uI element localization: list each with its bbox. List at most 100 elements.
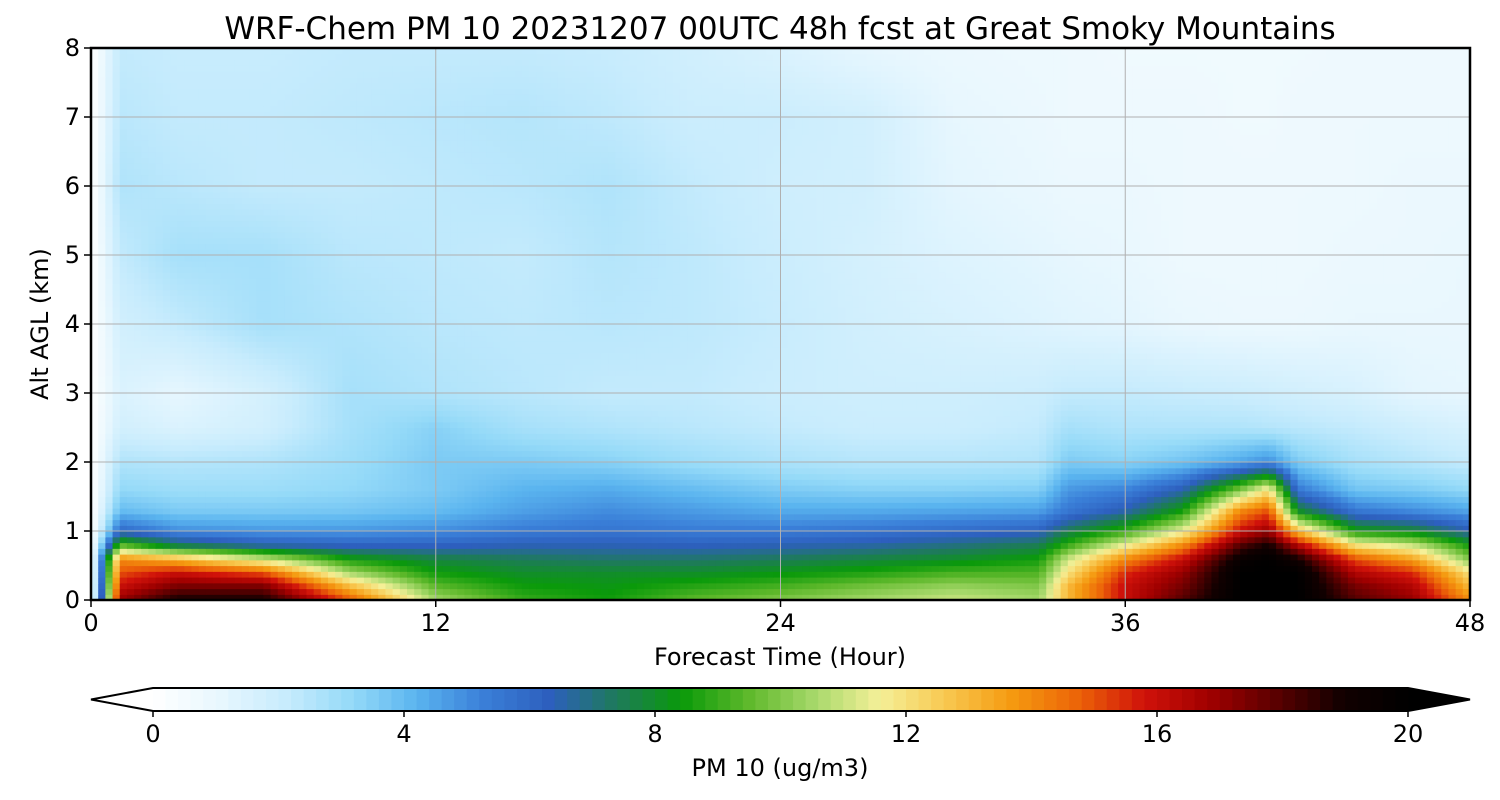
heatmap-cell: [148, 594, 157, 600]
heatmap-cell: [471, 456, 480, 463]
heatmap-cell: [105, 588, 114, 595]
heatmap-cell: [220, 525, 229, 532]
heatmap-cell: [1110, 531, 1119, 538]
heatmap-cell: [665, 490, 674, 498]
heatmap-cell: [1082, 531, 1090, 538]
heatmap-cell: [198, 479, 207, 486]
heatmap-cell: [593, 536, 602, 544]
heatmap-cell: [1441, 450, 1450, 457]
heatmap-cell: [780, 548, 789, 555]
heatmap-cell: [1362, 565, 1371, 572]
heatmap-cell: [1340, 479, 1349, 486]
heatmap-cell: [191, 588, 200, 595]
heatmap-cell: [392, 508, 401, 515]
heatmap-cell: [1139, 473, 1148, 480]
heatmap-cell: [550, 594, 559, 600]
heatmap-cell: [1168, 502, 1177, 509]
heatmap-cell: [952, 502, 961, 509]
heatmap-cell: [672, 496, 681, 503]
heatmap-cell: [342, 479, 351, 486]
heatmap-cell: [213, 548, 221, 555]
heatmap-cell: [859, 577, 868, 584]
heatmap-cell: [665, 473, 674, 480]
heatmap-cell: [1441, 582, 1450, 590]
heatmap-cell: [1103, 513, 1112, 521]
heatmap-cell: [335, 577, 343, 584]
heatmap-cell: [1067, 485, 1076, 492]
heatmap-cell: [205, 502, 214, 509]
heatmap-cell: [1240, 456, 1248, 463]
heatmap-cell: [521, 565, 530, 572]
heatmap-cell: [938, 582, 947, 590]
heatmap-cell: [701, 577, 710, 584]
heatmap-cell: [644, 485, 652, 492]
heatmap-cell: [507, 571, 516, 578]
heatmap-cell: [565, 582, 573, 590]
heatmap-cell: [1110, 473, 1119, 480]
heatmap-cell: [608, 548, 616, 555]
heatmap-cell: [205, 594, 214, 600]
heatmap-cell: [241, 450, 250, 457]
heatmap-cell: [701, 565, 710, 572]
heatmap-cell: [421, 594, 430, 600]
heatmap-cell: [708, 594, 717, 600]
heatmap-cell: [1096, 582, 1105, 590]
heatmap-cell: [622, 565, 631, 572]
heatmap-cell: [1232, 519, 1241, 526]
heatmap-cell: [550, 559, 559, 567]
heatmap-cell: [320, 479, 329, 486]
heatmap-cell: [1024, 588, 1033, 595]
heatmap-cell: [1441, 559, 1450, 567]
heatmap-cell: [1441, 485, 1450, 492]
heatmap-cell: [1189, 502, 1198, 509]
heatmap-cell: [1426, 519, 1435, 526]
heatmap-cell: [1153, 519, 1162, 526]
heatmap-cell: [600, 519, 609, 526]
heatmap-cell: [112, 577, 121, 584]
heatmap-cell: [486, 462, 494, 469]
heatmap-cell: [270, 479, 279, 486]
heatmap-cell: [177, 531, 185, 538]
heatmap-cell: [672, 565, 681, 572]
heatmap-cell: [608, 582, 616, 590]
heatmap-cell: [514, 513, 523, 521]
heatmap-cell: [1039, 565, 1047, 572]
heatmap-cell: [945, 531, 954, 538]
heatmap-cell: [837, 542, 846, 549]
heatmap-cell: [112, 490, 121, 498]
heatmap-cell: [967, 559, 976, 567]
heatmap-cell: [830, 462, 839, 469]
heatmap-cell: [313, 577, 322, 584]
heatmap-cell: [126, 479, 135, 486]
heatmap-cell: [1053, 565, 1062, 572]
heatmap-cell: [1211, 554, 1220, 561]
heatmap-cell: [162, 508, 171, 515]
heatmap-cell: [1017, 519, 1026, 526]
heatmap-cell: [1398, 525, 1406, 532]
heatmap-cell: [665, 531, 674, 538]
heatmap-cell: [227, 536, 236, 544]
heatmap-cell: [450, 450, 458, 457]
heatmap-cell: [557, 456, 566, 463]
heatmap-cell: [816, 462, 825, 469]
heatmap-cell: [837, 559, 846, 567]
heatmap-cell: [895, 559, 904, 567]
heatmap-cell: [1276, 462, 1284, 469]
heatmap-cell: [148, 479, 157, 486]
heatmap-cell: [1161, 577, 1169, 584]
heatmap-cell: [342, 490, 351, 498]
heatmap-cell: [1455, 582, 1464, 590]
heatmap-cell: [529, 577, 537, 584]
heatmap-cell: [105, 485, 114, 492]
heatmap-cell: [1462, 559, 1470, 567]
heatmap-cell: [881, 588, 889, 595]
heatmap-cell: [256, 588, 264, 595]
heatmap-cell: [744, 536, 753, 544]
heatmap-cell: [1125, 531, 1134, 538]
heatmap-cell: [981, 467, 990, 475]
heatmap-cell: [521, 519, 530, 526]
heatmap-cell: [292, 519, 300, 526]
heatmap-cell: [1010, 479, 1019, 486]
heatmap-cell: [399, 479, 408, 486]
heatmap-cell: [435, 548, 444, 555]
